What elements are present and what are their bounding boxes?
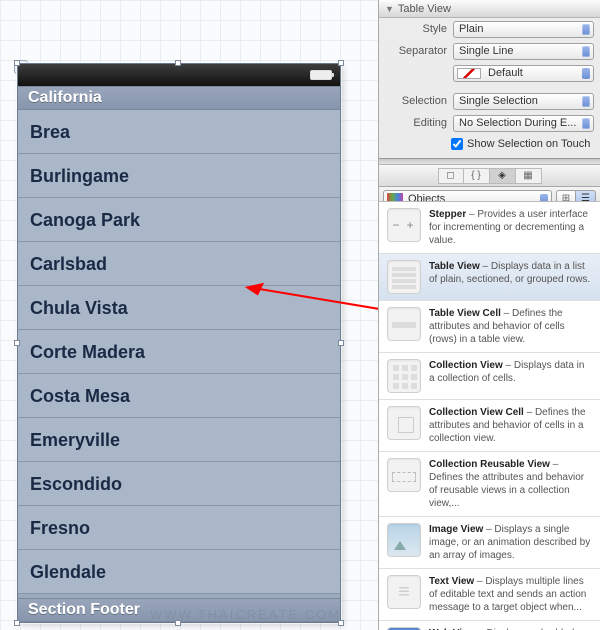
selection-select[interactable]: Single Selection xyxy=(453,93,594,110)
library-item-text: Collection Reusable View – Defines the a… xyxy=(429,458,592,510)
library-item[interactable]: Image View – Displays a single image, or… xyxy=(379,517,600,569)
library-item[interactable]: Table View – Displays data in a list of … xyxy=(379,254,600,301)
selection-handle[interactable] xyxy=(338,340,344,346)
table-row[interactable]: Corte Madera xyxy=(18,330,340,374)
library-item-text: Stepper – Provides a user interface for … xyxy=(429,208,592,247)
show-selection-checkbox-row: Show Selection on Touch xyxy=(379,134,600,154)
library-item[interactable]: Web View – Displays embedded web content… xyxy=(379,621,600,630)
text-icon xyxy=(387,575,421,609)
table-row[interactable]: Escondido xyxy=(18,462,340,506)
selection-handle[interactable] xyxy=(14,620,20,626)
library-item-text: Image View – Displays a single image, or… xyxy=(429,523,592,562)
library-tabs: ◻ { } ◈ ▦ xyxy=(379,165,600,187)
color-swatch-icon xyxy=(457,68,481,79)
tab-objects[interactable]: ◈ xyxy=(490,168,516,184)
prop-label: Style xyxy=(385,23,447,35)
tab-file-templates[interactable]: ◻ xyxy=(438,168,464,184)
library-item[interactable]: Collection View Cell – Defines the attri… xyxy=(379,400,600,452)
table-row[interactable]: Fresno xyxy=(18,506,340,550)
table-row[interactable]: Canoga Park xyxy=(18,198,340,242)
editing-select[interactable]: No Selection During E... xyxy=(453,115,594,132)
design-canvas[interactable]: × California BreaBurlingameCanoga ParkCa… xyxy=(0,0,378,630)
prop-label: Editing xyxy=(385,117,447,129)
stepper-icon xyxy=(387,208,421,242)
separator-select[interactable]: Single Line xyxy=(453,43,594,60)
prop-label: Selection xyxy=(385,95,447,107)
table-row[interactable]: Emeryville xyxy=(18,418,340,462)
reuse-icon xyxy=(387,458,421,492)
prop-style: Style Plain xyxy=(379,18,600,40)
object-library[interactable]: Stepper – Provides a user interface for … xyxy=(379,201,600,630)
library-item[interactable]: Stepper – Provides a user interface for … xyxy=(379,202,600,254)
library-item-text: Table View – Displays data in a list of … xyxy=(429,260,592,286)
separator-color-value: Default xyxy=(488,67,523,79)
table-row[interactable]: Costa Mesa xyxy=(18,374,340,418)
tab-code-snippets[interactable]: { } xyxy=(464,168,490,184)
library-item[interactable]: Text View – Displays multiple lines of e… xyxy=(379,569,600,621)
library-item[interactable]: Table View Cell – Defines the attributes… xyxy=(379,301,600,353)
prop-selection: Selection Single Selection xyxy=(379,90,600,112)
show-selection-checkbox[interactable] xyxy=(451,138,463,150)
library-item-text: Collection View Cell – Defines the attri… xyxy=(429,406,592,445)
separator-color-select[interactable]: Default xyxy=(453,65,594,82)
prop-editing: Editing No Selection During E... xyxy=(379,112,600,134)
table-row[interactable]: Glendale xyxy=(18,550,340,594)
library-item-text: Text View – Displays multiple lines of e… xyxy=(429,575,592,614)
prop-separator-color: Default xyxy=(379,62,600,84)
cell-icon xyxy=(387,307,421,341)
panel-divider[interactable] xyxy=(379,158,600,165)
disclosure-triangle-icon[interactable]: ▼ xyxy=(385,4,394,14)
library-item[interactable]: Collection View – Displays data in a col… xyxy=(379,353,600,400)
library-item[interactable]: Collection Reusable View – Defines the a… xyxy=(379,452,600,517)
iphone-table-view[interactable]: California BreaBurlingameCanoga ParkCarl… xyxy=(17,63,341,623)
table-row[interactable]: Carlsbad xyxy=(18,242,340,286)
prop-separator: Separator Single Line xyxy=(379,40,600,62)
img-icon xyxy=(387,523,421,557)
selection-handle[interactable] xyxy=(14,60,20,66)
table-icon xyxy=(387,260,421,294)
tab-media[interactable]: ▦ xyxy=(516,168,542,184)
table-row[interactable]: Burlingame xyxy=(18,154,340,198)
status-bar xyxy=(18,64,340,86)
prop-label: Separator xyxy=(385,45,447,57)
selection-handle[interactable] xyxy=(175,60,181,66)
selection-handle[interactable] xyxy=(14,340,20,346)
selection-handle[interactable] xyxy=(338,60,344,66)
table-row[interactable]: Chula Vista xyxy=(18,286,340,330)
watermark: WWW.THAICREATE.COM xyxy=(150,607,341,622)
inspector-panel: ▼ Table View Style Plain Separator Singl… xyxy=(378,0,600,630)
inspector-section-header[interactable]: ▼ Table View xyxy=(379,0,600,18)
coll-icon xyxy=(387,359,421,393)
library-item-text: Collection View – Displays data in a col… xyxy=(429,359,592,385)
library-item-text: Table View Cell – Defines the attributes… xyxy=(429,307,592,346)
collcell-icon xyxy=(387,406,421,440)
battery-icon xyxy=(310,70,332,80)
style-select[interactable]: Plain xyxy=(453,21,594,38)
checkbox-label: Show Selection on Touch xyxy=(467,138,590,150)
table-row[interactable]: Brea xyxy=(18,110,340,154)
section-header: California xyxy=(18,86,340,110)
table-body: BreaBurlingameCanoga ParkCarlsbadChula V… xyxy=(18,110,340,598)
inspector-title: Table View xyxy=(398,3,451,15)
